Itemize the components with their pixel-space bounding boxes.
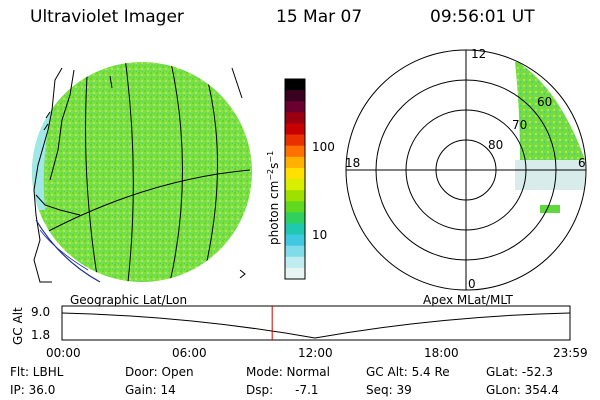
polar-ring-label-70: 70 — [512, 118, 528, 132]
colorbar-swatch — [285, 90, 305, 102]
apex-label: Apex MLat/MLT — [423, 293, 513, 307]
color-scale-bar — [284, 78, 306, 280]
colorbar-swatch — [285, 167, 305, 180]
polar-mlt-label-12: 12 — [471, 47, 487, 61]
polar-mlt-label-0: 0 — [468, 277, 476, 291]
dsp-value: -7.1 — [295, 383, 319, 397]
polar-mlt-label-18: 18 — [345, 156, 361, 170]
colorbar-swatch — [285, 223, 305, 236]
timeline-tick-4: 23:59 — [553, 346, 588, 360]
colorbar-swatch — [285, 112, 305, 124]
timeline-tick-2: 12:00 — [298, 346, 333, 360]
filter-field: Flt: LBHL — [10, 365, 64, 379]
colorbar-tick-10: 10 — [312, 228, 328, 242]
colorbar-swatch — [285, 256, 305, 269]
colorbar-swatch — [285, 267, 305, 280]
colorbar-swatch — [285, 245, 305, 258]
colorbar-swatch — [285, 190, 305, 202]
colorbar-swatch — [285, 201, 305, 213]
colorbar-tick-100: 100 — [312, 140, 335, 154]
mode-field: Mode: Normal — [246, 365, 330, 379]
colorbar-swatch — [285, 134, 305, 147]
instrument-title: Ultraviolet Imager — [30, 7, 184, 27]
colorbar-swatch — [285, 101, 305, 113]
polar-ring-label-60: 60 — [537, 95, 553, 109]
door-field: Door: Open — [125, 365, 194, 379]
polar-mlt-label-6: 6 — [578, 156, 586, 170]
colorbar-swatch — [285, 156, 305, 169]
date-label: 15 Mar 07 — [276, 7, 363, 27]
colorbar-swatch — [285, 179, 305, 191]
colorbar-swatch — [285, 145, 305, 158]
timeline-tick-1: 06:00 — [172, 346, 207, 360]
colorbar-swatch — [285, 79, 305, 91]
earth-disc — [32, 62, 252, 283]
glon-field: GLon: 354.4 — [486, 383, 559, 397]
timeline-tick-3: 18:00 — [424, 346, 459, 360]
ip-field: IP: 36.0 — [10, 383, 56, 397]
dsp-field: Dsp: -7.1 — [246, 383, 319, 397]
time-label: 09:56:01 UT — [430, 7, 535, 27]
alt-min-label: 1.8 — [31, 328, 51, 342]
gain-field: Gain: 14 — [125, 383, 176, 397]
polar-emission-region — [515, 62, 585, 213]
geographic-label: Geographic Lat/Lon — [70, 293, 188, 307]
alt-max-label: 9.0 — [31, 305, 51, 319]
colorbar-swatch — [285, 212, 305, 224]
polar-ring-label-80: 80 — [488, 138, 504, 152]
gc-alt-field: GC Alt: 5.4 Re — [366, 365, 450, 379]
altitude-curve — [61, 312, 571, 339]
dsp-label: Dsp: — [246, 383, 274, 397]
glat-field: GLat: -52.3 — [486, 365, 553, 379]
timeline-tick-0: 00:00 — [46, 346, 81, 360]
sequence-field: Seq: 39 — [366, 383, 412, 397]
colorbar-swatch — [285, 234, 305, 247]
colorbar-swatch — [285, 123, 305, 136]
